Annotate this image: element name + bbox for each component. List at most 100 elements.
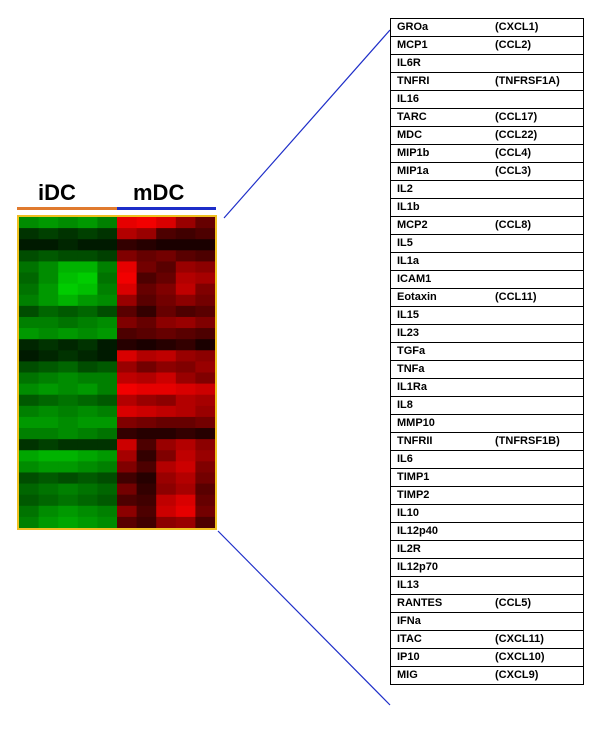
gene-row: IL6R	[390, 54, 584, 73]
heatmap-cell-idc	[38, 272, 59, 285]
gene-alias	[495, 558, 584, 577]
gene-name: IL1Ra	[390, 378, 495, 397]
gene-name: IL2	[390, 180, 495, 199]
heatmap-cell-mdc	[136, 494, 157, 507]
heatmap-cell-idc	[77, 483, 98, 496]
gene-name: TNFRI	[390, 72, 495, 91]
heatmap-cell-mdc	[175, 328, 196, 340]
heatmap-cell-idc	[38, 283, 59, 296]
heatmap-cell-mdc	[117, 361, 138, 373]
heatmap-cell-mdc	[156, 483, 177, 496]
heatmap-cell-idc	[58, 383, 79, 396]
heatmap-cell-mdc	[175, 228, 196, 240]
heatmap-cell-idc	[38, 339, 59, 351]
heatmap-cell-mdc	[117, 505, 138, 518]
heatmap-cell-mdc	[156, 294, 177, 307]
heatmap-cell-idc	[97, 350, 118, 362]
heatmap-cell-mdc	[136, 283, 157, 296]
gene-row: TNFRI (TNFRSF1A)	[390, 72, 584, 91]
gene-alias	[495, 414, 584, 433]
gene-alias: (TNFRSF1B)	[495, 432, 584, 451]
heatmap-cell-mdc	[117, 328, 138, 340]
gene-row: IFNa	[390, 612, 584, 631]
gene-name: IFNa	[390, 612, 495, 631]
heatmap-cell-idc	[38, 361, 59, 373]
heatmap-cell-mdc	[195, 294, 215, 307]
heatmap-cell-mdc	[175, 383, 196, 396]
heatmap-cell-mdc	[156, 305, 177, 318]
heatmap-cell-idc	[77, 450, 98, 462]
heatmap-cell-mdc	[195, 217, 215, 229]
heatmap-cell-mdc	[117, 450, 138, 462]
heatmap-cell-idc	[97, 516, 118, 528]
heatmap-cell-mdc	[117, 428, 138, 440]
heatmap-cell-idc	[97, 472, 118, 485]
heatmap-cell-idc	[38, 494, 59, 507]
gene-alias	[495, 504, 584, 523]
gene-alias	[495, 468, 584, 487]
heatmap-cell-idc	[19, 261, 40, 274]
heatmap-cell-idc	[58, 439, 79, 451]
heatmap-cell-mdc	[136, 372, 157, 385]
heatmap-cell-mdc	[136, 383, 157, 396]
gene-alias	[495, 234, 584, 253]
gene-row: TIMP1	[390, 468, 584, 487]
heatmap-cell-idc	[58, 461, 79, 473]
gene-row: IL1Ra	[390, 378, 584, 397]
heatmap-cell-idc	[97, 272, 118, 285]
heatmap-cell-mdc	[195, 394, 215, 407]
heatmap-cell-mdc	[156, 250, 177, 262]
heatmap-cell-mdc	[136, 239, 157, 251]
heatmap-cell-mdc	[136, 394, 157, 407]
heatmap-cell-idc	[19, 372, 40, 385]
heatmap-cell-idc	[77, 250, 98, 262]
gene-name: TARC	[390, 108, 495, 127]
heatmap-cell-idc	[19, 416, 40, 429]
heatmap-cell-mdc	[117, 316, 138, 329]
heatmap-cell-idc	[38, 217, 59, 229]
heatmap-cell-mdc	[136, 294, 157, 307]
gene-alias: (CXCL1)	[495, 18, 584, 37]
heatmap-cell-mdc	[175, 450, 196, 462]
heatmap-cell-mdc	[156, 217, 177, 229]
heatmap-cell-mdc	[175, 483, 196, 496]
heatmap-cell-idc	[38, 450, 59, 462]
heatmap-cell-mdc	[156, 272, 177, 285]
heatmap-cell-idc	[97, 394, 118, 407]
heatmap-cell-mdc	[117, 350, 138, 362]
gene-alias	[495, 450, 584, 469]
gene-alias: (CCL11)	[495, 288, 584, 307]
heatmap-cell-mdc	[175, 439, 196, 451]
heatmap-cell-idc	[97, 461, 118, 473]
heatmap-cell-mdc	[136, 450, 157, 462]
gene-name: IL2R	[390, 540, 495, 559]
gene-name: IL6	[390, 450, 495, 469]
heatmap-cell-idc	[97, 250, 118, 262]
heatmap-cell-idc	[58, 416, 79, 429]
heatmap-cell-idc	[77, 461, 98, 473]
heatmap-cell-idc	[97, 239, 118, 251]
gene-name: RANTES	[390, 594, 495, 613]
heatmap-cell-idc	[58, 394, 79, 407]
heatmap-cell-mdc	[136, 472, 157, 485]
gene-name: TNFRII	[390, 432, 495, 451]
heatmap-cell-mdc	[156, 328, 177, 340]
gene-alias	[495, 270, 584, 289]
heatmap-cell-mdc	[175, 372, 196, 385]
gene-alias	[495, 306, 584, 325]
heatmap-cell-mdc	[117, 461, 138, 473]
heatmap-cell-mdc	[156, 450, 177, 462]
heatmap-cell-mdc	[175, 250, 196, 262]
idc-group-bar	[17, 207, 117, 210]
heatmap-cell-idc	[58, 239, 79, 251]
gene-row: IL8	[390, 396, 584, 415]
heatmap-cell-idc	[38, 250, 59, 262]
heatmap-cell-idc	[19, 239, 40, 251]
heatmap-cell-mdc	[136, 339, 157, 351]
heatmap-cell-mdc	[195, 405, 215, 418]
gene-alias: (CCL22)	[495, 126, 584, 145]
heatmap-cell-mdc	[117, 494, 138, 507]
heatmap-cell-mdc	[136, 217, 157, 229]
heatmap-cell-idc	[58, 294, 79, 307]
